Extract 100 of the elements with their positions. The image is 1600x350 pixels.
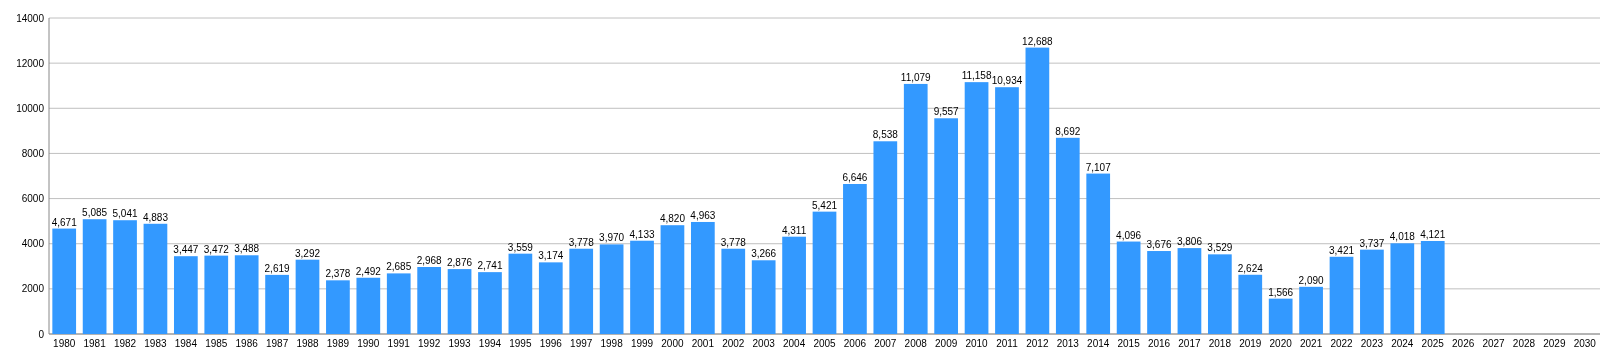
x-tick-label: 2027 — [1482, 338, 1506, 349]
x-tick-label: 1995 — [509, 338, 532, 349]
x-tick-label: 2010 — [965, 338, 989, 349]
bar — [812, 211, 837, 334]
data-label: 1,566 — [1268, 286, 1294, 298]
data-label: 2,741 — [477, 260, 503, 272]
bar — [143, 223, 168, 334]
x-tick-label: 2021 — [1299, 338, 1323, 349]
data-label: 10,934 — [991, 75, 1023, 87]
y-tick-label: 2000 — [21, 283, 45, 295]
data-label: 3,266 — [751, 248, 777, 260]
data-label: 3,737 — [1359, 237, 1385, 249]
x-tick-label: 2005 — [813, 338, 837, 349]
bar — [508, 253, 533, 334]
bar — [721, 248, 746, 334]
y-tick-label: 14000 — [16, 12, 45, 24]
data-label: 6,646 — [842, 171, 868, 183]
x-tick-label: 2008 — [904, 338, 928, 349]
x-tick-label: 1993 — [448, 338, 472, 349]
data-label: 2,685 — [386, 261, 412, 273]
data-label: 8,538 — [872, 129, 899, 141]
x-tick-label: 1980 — [53, 338, 76, 349]
x-tick-label: 2022 — [1330, 338, 1354, 349]
x-tick-label: 1984 — [174, 338, 198, 349]
data-label: 3,488 — [234, 243, 260, 255]
x-tick-label: 1987 — [265, 338, 289, 349]
y-tick-label: 10000 — [16, 102, 45, 114]
x-tick-label: 2026 — [1452, 338, 1475, 349]
bar — [265, 274, 289, 334]
bar — [690, 221, 715, 334]
x-tick-label: 2003 — [752, 338, 776, 349]
data-label: 11,079 — [900, 71, 932, 83]
y-tick-label: 4000 — [21, 238, 45, 250]
bar — [386, 273, 411, 334]
x-tick-label: 1983 — [144, 338, 167, 349]
x-tick-label: 2016 — [1147, 338, 1171, 349]
data-label: 3,676 — [1146, 239, 1172, 251]
bar — [295, 259, 320, 334]
data-label: 12,688 — [1022, 35, 1054, 47]
data-label: 2,378 — [325, 268, 351, 280]
data-label: 2,624 — [1237, 262, 1264, 274]
bar — [234, 255, 259, 334]
bar — [1238, 274, 1263, 334]
bar — [1329, 256, 1354, 334]
bar — [782, 236, 806, 334]
bar — [113, 220, 137, 334]
x-tick-label: 2004 — [782, 338, 806, 349]
bar — [1177, 248, 1202, 334]
x-tick-label: 2002 — [722, 338, 745, 349]
data-label: 3,174 — [538, 250, 564, 262]
data-label: 11,158 — [961, 70, 992, 82]
bar — [447, 269, 472, 334]
data-label: 5,041 — [112, 208, 138, 220]
bar — [934, 118, 959, 334]
bar — [417, 267, 442, 334]
x-tick-label: 1999 — [630, 338, 654, 349]
data-label: 3,778 — [568, 236, 595, 248]
x-tick-label: 1994 — [478, 338, 502, 349]
bar — [82, 219, 107, 334]
x-tick-label: 2024 — [1391, 338, 1414, 349]
bar — [356, 277, 381, 334]
x-tick-label: 2017 — [1178, 338, 1201, 349]
data-label: 3,559 — [507, 241, 534, 253]
bar — [1116, 241, 1141, 334]
data-label: 7,107 — [1085, 161, 1112, 173]
x-tick-label: 2013 — [1056, 338, 1080, 349]
x-tick-label: 2029 — [1543, 338, 1566, 349]
x-tick-label: 2019 — [1239, 338, 1262, 349]
bar — [538, 262, 563, 334]
bar — [630, 240, 654, 334]
bar — [173, 256, 198, 334]
data-label: 3,472 — [203, 243, 230, 255]
bar — [1360, 249, 1384, 334]
x-tick-label: 1990 — [357, 338, 380, 349]
x-tick-label: 2014 — [1087, 338, 1110, 349]
x-tick-label: 2025 — [1421, 338, 1445, 349]
x-tick-label: 1988 — [296, 338, 320, 349]
x-tick-label: 1982 — [113, 338, 137, 349]
x-tick-label: 1989 — [326, 338, 350, 349]
x-tick-label: 1996 — [539, 338, 563, 349]
bar — [1268, 298, 1293, 334]
x-tick-label: 1985 — [205, 338, 228, 349]
bar — [964, 82, 989, 334]
data-label: 4,096 — [1116, 229, 1142, 241]
bar — [326, 280, 350, 334]
data-label: 5,085 — [82, 207, 108, 219]
data-label: 3,421 — [1328, 244, 1355, 256]
x-tick-label: 2020 — [1269, 338, 1293, 349]
x-tick-label: 1998 — [600, 338, 624, 349]
y-tick-label: 0 — [38, 328, 45, 340]
x-tick-label: 2011 — [996, 338, 1019, 349]
bar — [1086, 173, 1111, 334]
bar — [751, 260, 776, 334]
bar — [1147, 251, 1171, 334]
data-label: 3,970 — [599, 232, 625, 244]
x-tick-label: 2007 — [874, 338, 897, 349]
x-tick-label: 2012 — [1026, 338, 1049, 349]
x-tick-label: 1992 — [418, 338, 441, 349]
x-tick-label: 2030 — [1573, 338, 1597, 349]
data-label: 2,090 — [1298, 274, 1325, 286]
